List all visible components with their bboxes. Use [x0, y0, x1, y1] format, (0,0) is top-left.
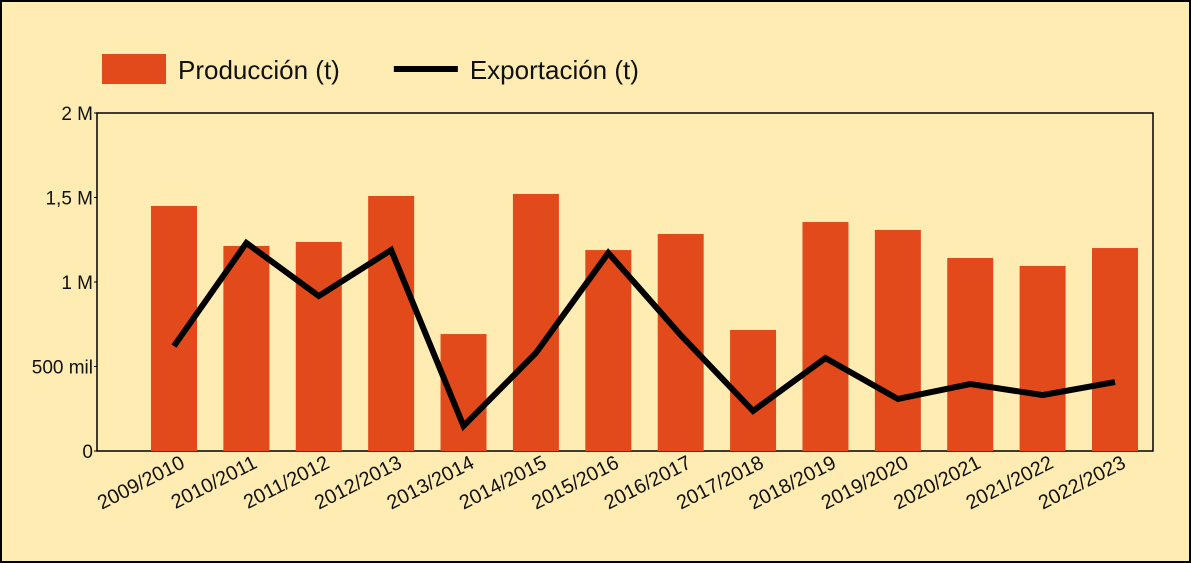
bar: [223, 246, 270, 451]
line: [171, 238, 1116, 432]
bar: [1019, 265, 1066, 451]
y-tick-label: 2 M: [61, 104, 93, 125]
bar: [1092, 248, 1138, 451]
bar: [947, 258, 994, 451]
y-tick-label: 0: [82, 442, 93, 463]
bar: [585, 250, 632, 451]
bar: [657, 234, 704, 451]
bar: [151, 205, 197, 451]
y-tick-label: 1,5 M: [45, 189, 93, 210]
bar: [368, 195, 415, 451]
bar: [802, 222, 849, 451]
bar: [874, 229, 921, 451]
bar: [295, 241, 342, 451]
legend-swatch: [102, 54, 166, 84]
y-tick-label: 500 mil: [32, 358, 93, 379]
legend-label: Producción (t): [178, 55, 340, 85]
bar: [730, 329, 777, 451]
y-tick-label: 1 M: [61, 273, 93, 294]
bar: [512, 193, 559, 452]
legend-label: Exportación (t): [470, 55, 639, 85]
